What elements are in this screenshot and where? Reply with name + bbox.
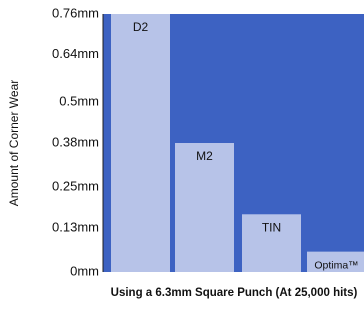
y-axis-label: Amount of Corner Wear [7, 80, 21, 207]
bar-tin [242, 214, 301, 272]
y-tick-label: 0.5mm [59, 94, 99, 109]
x-axis-label: Using a 6.3mm Square Punch (At 25,000 hi… [111, 287, 358, 299]
y-tick-label: 0.76mm [52, 5, 99, 20]
y-tick-label: 0mm [70, 263, 99, 278]
bar-m2 [175, 143, 234, 272]
y-tick-labels: 0mm 0.13mm 0.25mm 0.38mm 0.5mm 0.64mm 0.76mm [52, 5, 99, 278]
bar-optima [307, 251, 364, 272]
bar-label-m2: M2 [196, 149, 213, 163]
bar-d2 [111, 14, 170, 272]
bar-labels-layer: D2 M2 TIN Optima™ [133, 20, 359, 272]
y-tick-label: 0.13mm [52, 219, 99, 234]
bars-layer [111, 14, 364, 272]
y-tick-label: 0.64mm [52, 46, 99, 61]
bar-label-d2: D2 [133, 20, 149, 34]
y-tick-label: 0.25mm [52, 179, 99, 194]
bar-label-tin: TIN [262, 220, 281, 234]
bar-label-optima: Optima™ [314, 260, 358, 272]
y-tick-label: 0.38mm [52, 134, 99, 149]
